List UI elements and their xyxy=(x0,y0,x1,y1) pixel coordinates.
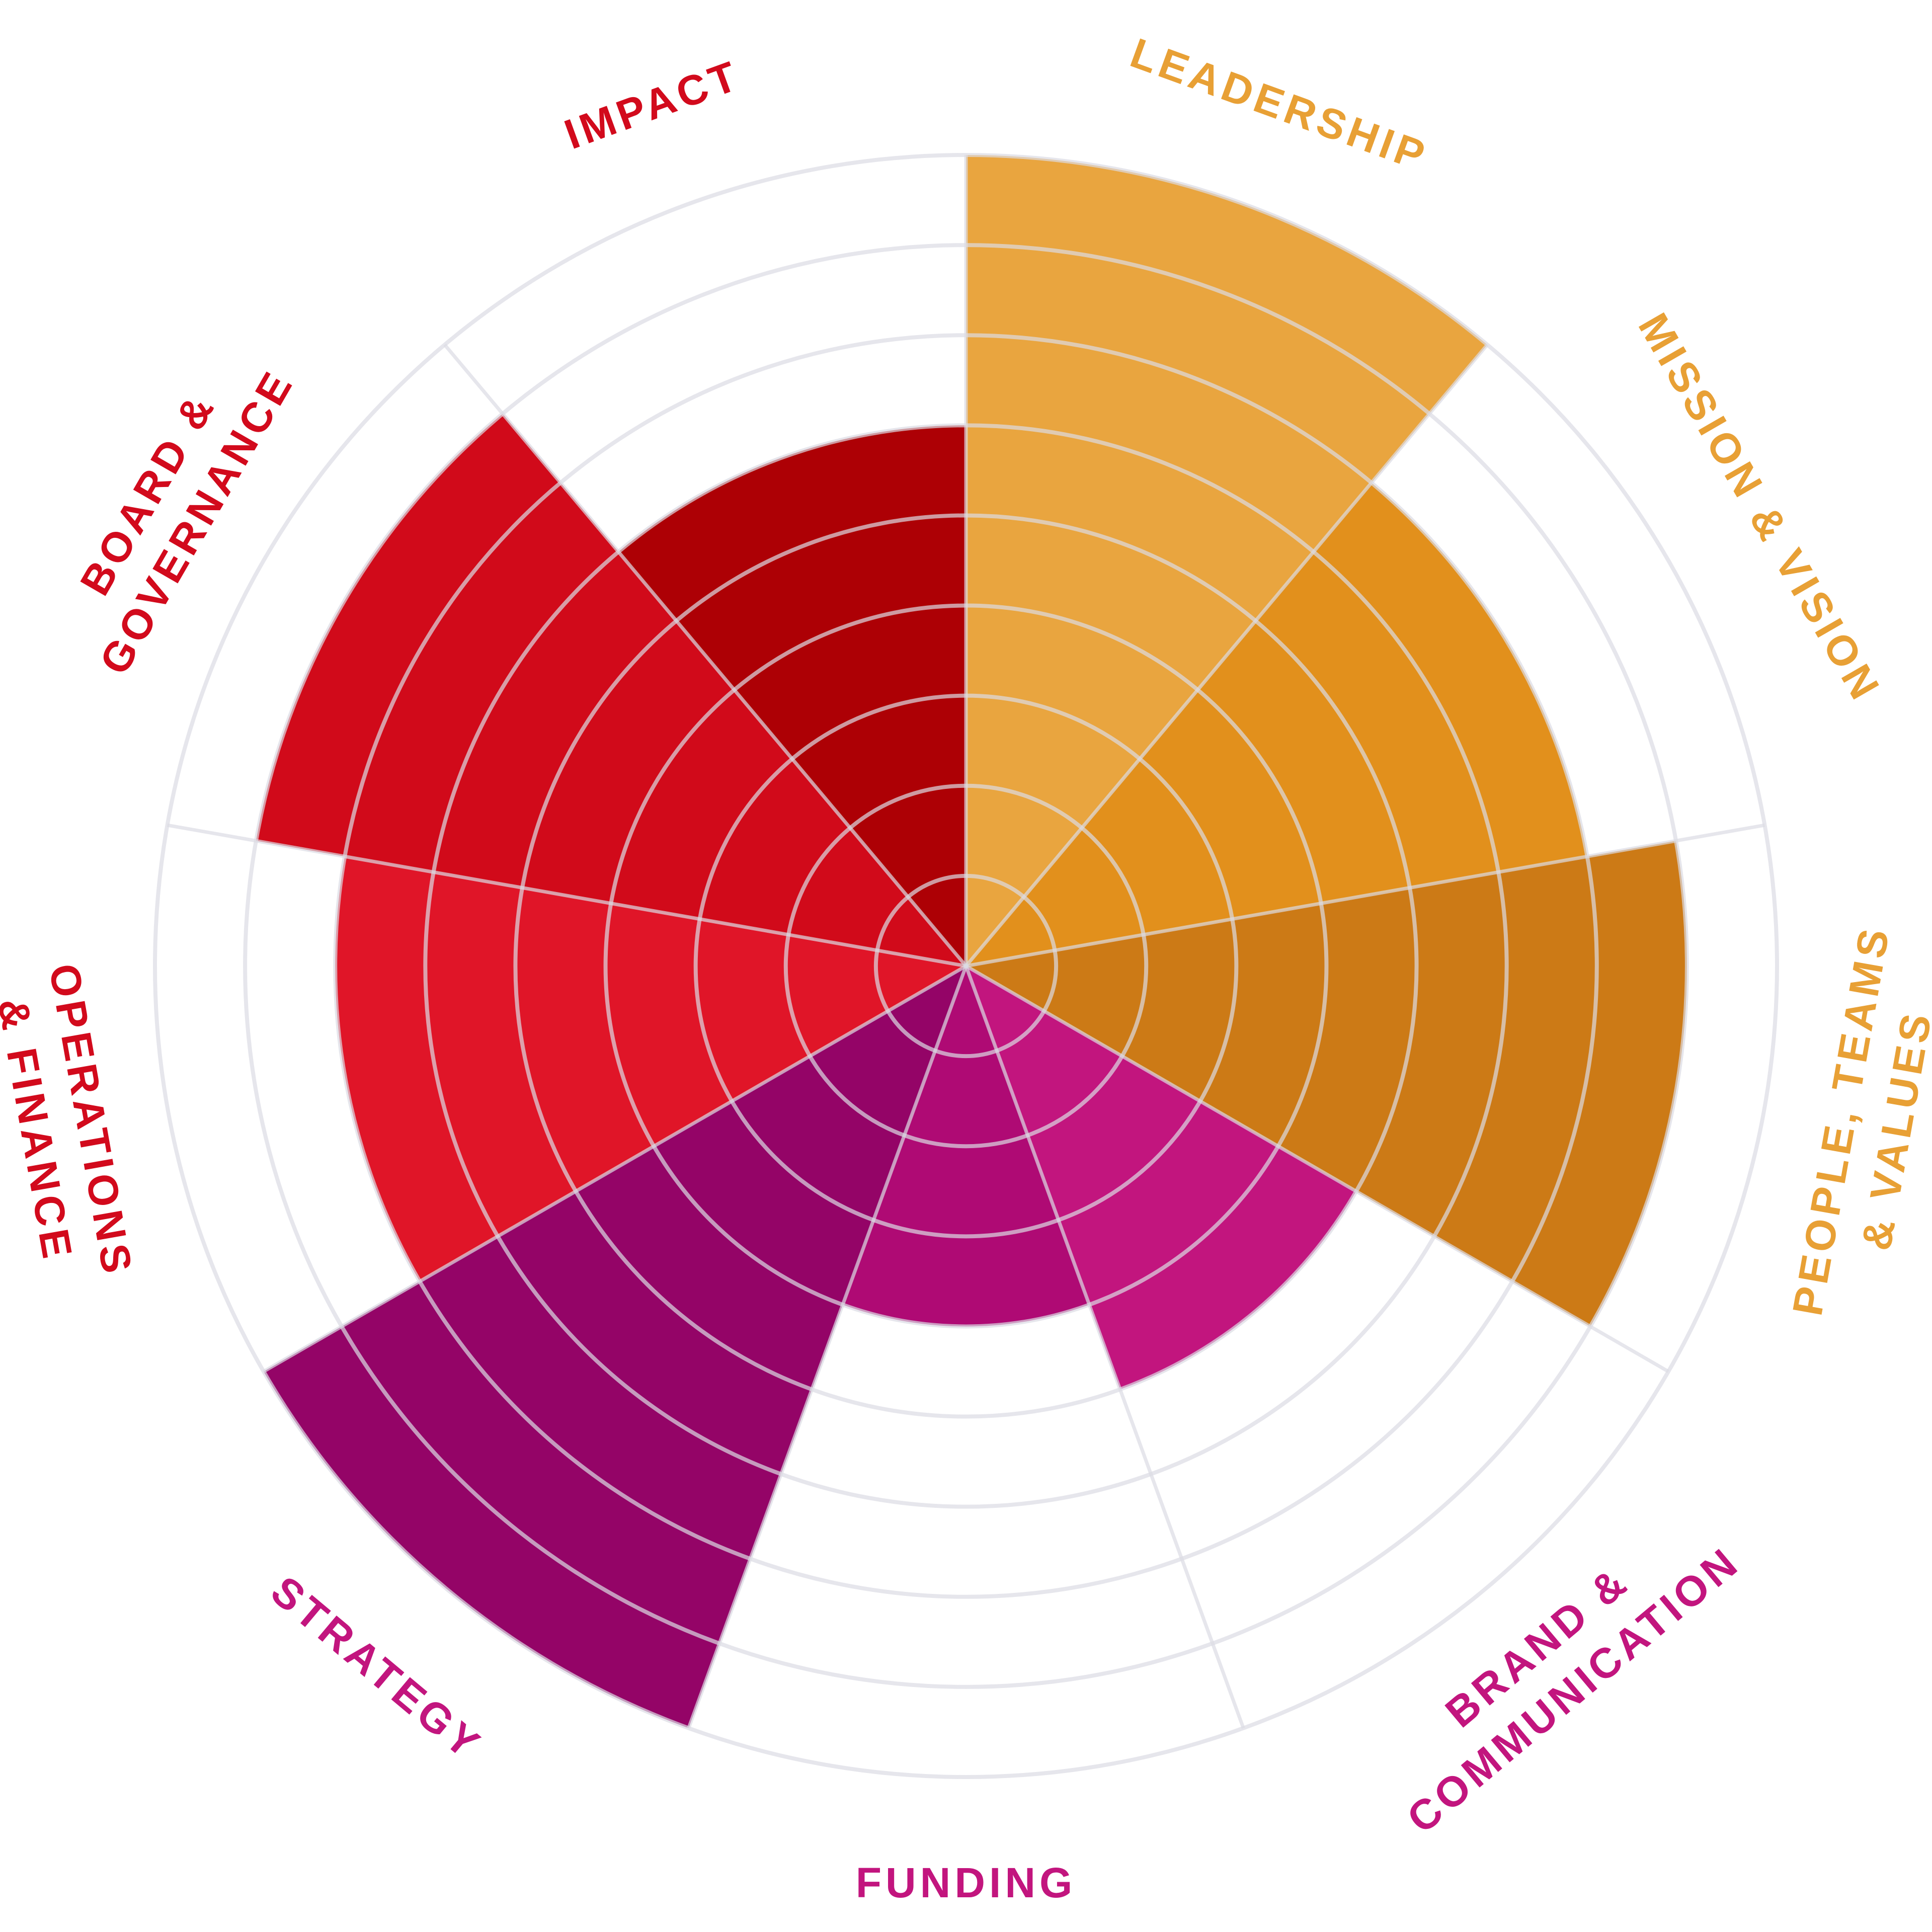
spoke-brand xyxy=(965,964,1669,1374)
label-impact-line-1: IMPACT xyxy=(558,51,747,158)
label-leadership-line-1: LEADERSHIP xyxy=(1124,29,1434,180)
label-mission: MISSION & VISION xyxy=(1630,305,1891,710)
wedge-impact xyxy=(618,425,966,966)
spoke-operations xyxy=(263,964,967,1374)
wedge-mission xyxy=(966,482,1587,966)
wedge-brand xyxy=(966,966,1356,1390)
label-people: PEOPLE, TEAMS& VALUES xyxy=(1784,922,1932,1319)
wedge-operations xyxy=(335,856,967,1281)
spoke-people xyxy=(965,823,1765,968)
wedge-leadership xyxy=(966,155,1488,966)
label-impact: IMPACT xyxy=(558,51,747,158)
wedge-strategy xyxy=(263,966,966,1728)
label-leadership: LEADERSHIP xyxy=(1124,29,1434,180)
label-funding-line-1: FUNDING xyxy=(856,1859,1077,1906)
spoke-impact xyxy=(443,343,968,968)
label-funding: FUNDING xyxy=(856,1859,1077,1906)
spoke-strategy xyxy=(687,965,968,1729)
label-brand: BRAND &COMMUNICATION xyxy=(1398,1538,1749,1842)
label-operations: OPERATIONS& FINANCE xyxy=(0,960,142,1280)
label-mission-line-1: MISSION & VISION xyxy=(1630,305,1891,710)
spoke-funding xyxy=(964,965,1245,1729)
grid-group xyxy=(153,153,1779,1779)
spoke-board xyxy=(167,823,967,968)
spoke-mission xyxy=(964,343,1489,968)
label-board: BOARD &GOVERNANCE xyxy=(71,361,303,682)
